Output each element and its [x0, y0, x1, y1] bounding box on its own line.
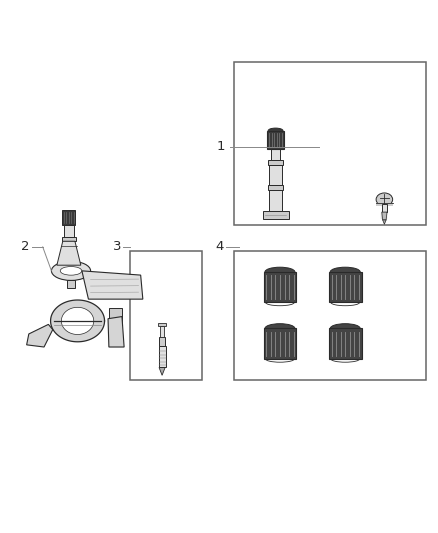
Bar: [269, 165, 282, 184]
Ellipse shape: [265, 267, 295, 277]
Bar: [268, 184, 283, 190]
Ellipse shape: [51, 261, 91, 280]
Bar: [382, 204, 387, 212]
Bar: [130, 251, 201, 379]
Ellipse shape: [268, 128, 283, 133]
Ellipse shape: [330, 324, 360, 333]
Polygon shape: [27, 325, 53, 347]
Bar: [160, 326, 164, 337]
Ellipse shape: [60, 266, 82, 275]
Bar: [62, 237, 76, 241]
Bar: [264, 272, 296, 302]
Polygon shape: [50, 300, 105, 342]
Bar: [234, 62, 426, 225]
Bar: [234, 251, 426, 379]
Text: 4: 4: [215, 240, 223, 253]
Bar: [158, 322, 166, 326]
Polygon shape: [382, 212, 387, 220]
Polygon shape: [57, 241, 81, 265]
Bar: [64, 225, 74, 237]
Polygon shape: [82, 271, 143, 299]
Bar: [269, 190, 282, 211]
Bar: [329, 328, 361, 359]
Bar: [264, 328, 296, 359]
Polygon shape: [61, 308, 94, 335]
Bar: [262, 211, 289, 219]
Ellipse shape: [265, 324, 295, 333]
Polygon shape: [383, 220, 386, 224]
Bar: [62, 211, 75, 225]
Text: 3: 3: [113, 240, 121, 253]
Bar: [268, 160, 283, 165]
Bar: [67, 280, 75, 288]
Polygon shape: [159, 367, 165, 375]
Bar: [267, 131, 284, 149]
Polygon shape: [108, 317, 124, 347]
Text: 1: 1: [217, 140, 226, 154]
Text: 2: 2: [21, 240, 30, 253]
Bar: [109, 308, 122, 325]
Bar: [271, 149, 280, 160]
Bar: [159, 346, 166, 367]
Ellipse shape: [330, 267, 360, 277]
Bar: [329, 272, 361, 302]
Bar: [376, 203, 392, 206]
Bar: [159, 337, 165, 346]
Ellipse shape: [376, 193, 392, 206]
